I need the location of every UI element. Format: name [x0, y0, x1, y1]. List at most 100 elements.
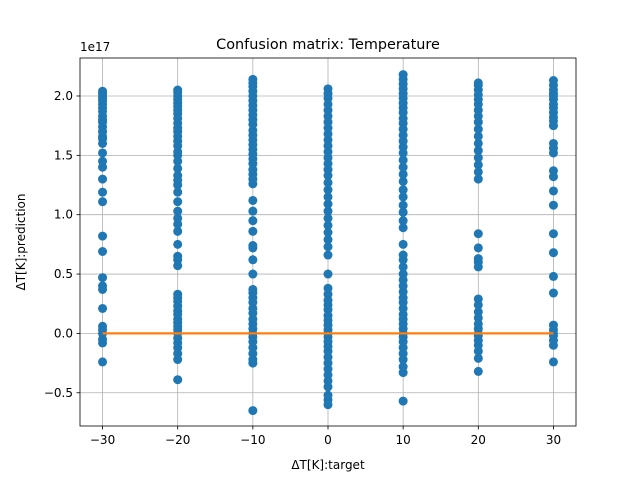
y-tick-label: 1.5 [54, 148, 73, 162]
scatter-point [473, 254, 483, 264]
scatter-point [398, 262, 408, 272]
scatter-point [398, 192, 408, 202]
scatter-point [548, 357, 558, 367]
scatter-point [398, 169, 408, 179]
scatter-point [473, 307, 483, 317]
y-tick-label: −0.5 [44, 386, 73, 400]
scatter-point [173, 239, 183, 249]
y-offset-text: 1e17 [80, 40, 110, 54]
scatter-point [98, 357, 108, 367]
scatter-point [98, 231, 108, 241]
y-tick-label: 0.0 [54, 326, 73, 340]
x-tick-label: 0 [324, 433, 332, 447]
scatter-point [173, 187, 183, 197]
scatter-point [173, 163, 183, 173]
scatter-point [98, 148, 108, 158]
scatter-point [548, 320, 558, 330]
scatter-point [98, 246, 108, 256]
scatter-point [248, 269, 258, 279]
scatter-point [473, 243, 483, 253]
scatter-point [473, 167, 483, 177]
x-tick-label: −30 [90, 433, 115, 447]
x-axis-label: ΔT[K]:target [291, 458, 365, 472]
scatter-point [473, 353, 483, 363]
scatter-point [548, 200, 558, 210]
scatter-point [98, 281, 108, 291]
scatter-point [473, 366, 483, 376]
scatter-point [173, 289, 183, 299]
scatter-point [98, 156, 108, 166]
scatter-point [248, 216, 258, 226]
scatter-point [173, 251, 183, 261]
scatter-point [548, 138, 558, 148]
scatter-point [173, 375, 183, 385]
scatter-point [323, 185, 333, 195]
scatter-point [473, 78, 483, 88]
y-tick-label: 0.5 [54, 267, 73, 281]
y-axis-label: ΔT[K]:prediction [14, 193, 28, 290]
scatter-point [173, 226, 183, 236]
scatter-point [173, 85, 183, 95]
scatter-point [473, 153, 483, 163]
scatter-point [98, 174, 108, 184]
scatter-point [398, 269, 408, 279]
scatter-point [323, 213, 333, 223]
scatter-point [98, 273, 108, 283]
scatter-point [398, 176, 408, 186]
scatter-point [323, 242, 333, 252]
scatter-point [398, 216, 408, 226]
scatter-point [473, 138, 483, 148]
scatter-point [173, 197, 183, 207]
scatter-point [248, 74, 258, 84]
scatter-point [323, 220, 333, 230]
scatter-point [548, 186, 558, 196]
axis-ticks: −30 −20 −10 0 10 20 30 −0.5 0.0 0.5 1.0 1.5 2.0 [44, 89, 561, 447]
scatter-point [473, 229, 483, 239]
scatter-point [248, 195, 258, 205]
x-tick-label: 10 [396, 433, 411, 447]
scatter-point [398, 250, 408, 260]
x-tick-label: −20 [165, 433, 190, 447]
scatter-point [323, 283, 333, 293]
scatter-points [98, 70, 558, 416]
chart-title: Confusion matrix: Temperature [216, 37, 440, 53]
scatter-point [248, 226, 258, 236]
scatter-point [548, 271, 558, 281]
scatter-point [323, 235, 333, 245]
scatter-point [398, 362, 408, 372]
scatter-point [98, 187, 108, 197]
scatter-point [473, 124, 483, 134]
y-tick-label: 2.0 [54, 89, 73, 103]
x-tick-label: 30 [546, 433, 561, 447]
scatter-point [323, 192, 333, 202]
scatter-point [398, 207, 408, 217]
scatter-point [398, 70, 408, 80]
scatter-point [323, 228, 333, 238]
scatter-point [473, 294, 483, 304]
scatter-point [98, 197, 108, 207]
scatter-point [173, 171, 183, 181]
scatter-point [248, 255, 258, 265]
scatter-point [398, 239, 408, 249]
scatter-point [473, 131, 483, 141]
x-tick-label: 20 [471, 433, 486, 447]
scatter-point [248, 284, 258, 294]
scatter-point [323, 390, 333, 400]
scatter-point [173, 213, 183, 223]
scatter-point [473, 146, 483, 156]
scatter-point [98, 321, 108, 331]
scatter-point [323, 269, 333, 279]
scatter-point [548, 288, 558, 298]
scatter-point [248, 241, 258, 251]
scatter-point [398, 200, 408, 210]
scatter-point [398, 223, 408, 233]
scatter-point [398, 396, 408, 406]
scatter-point [473, 160, 483, 170]
scatter-point [323, 84, 333, 94]
x-tick-label: −10 [240, 433, 265, 447]
scatter-point [173, 206, 183, 216]
scatter-point [248, 406, 258, 416]
scatter-point [323, 206, 333, 216]
scatter-point [398, 185, 408, 195]
